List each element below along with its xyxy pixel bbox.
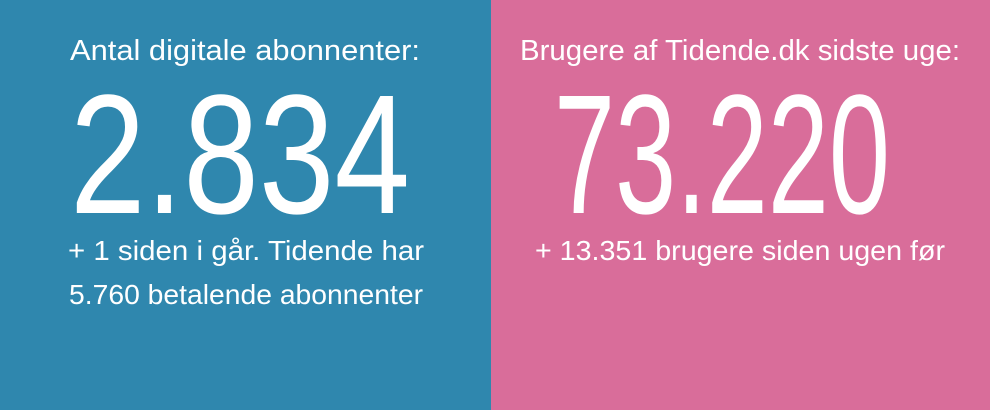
big-number: 2.834	[70, 60, 410, 250]
panel-label: Brugere af Tidende.dk sidste uge:	[520, 35, 960, 67]
big-number: 73.220	[554, 60, 890, 250]
sub-line: 5.760 betalende abonnenter	[69, 279, 423, 310]
panel-right	[491, 0, 990, 410]
panel-label: Antal digitale abonnenter:	[70, 35, 420, 67]
sub-line: + 13.351 brugere siden ugen før	[535, 235, 945, 266]
sub-line: + 1 siden i går. Tidende har	[68, 235, 424, 266]
panel-left	[0, 0, 491, 410]
